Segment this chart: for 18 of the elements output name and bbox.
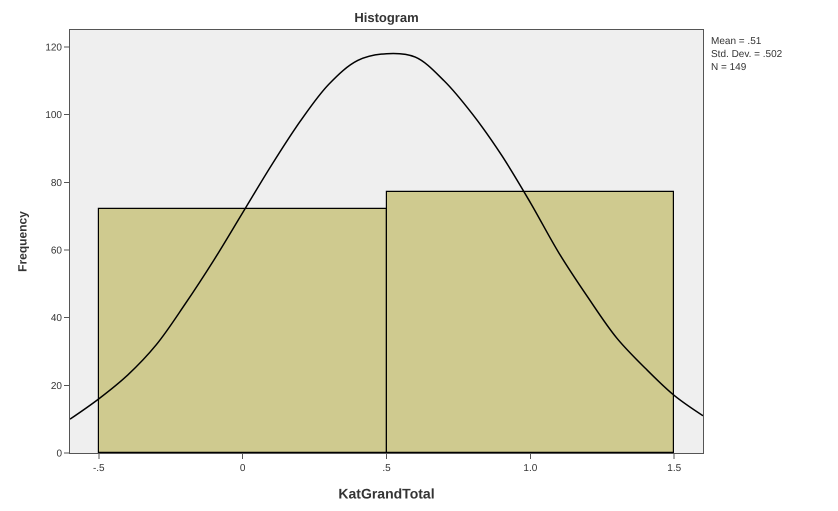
y-tick-label: 100: [45, 110, 62, 122]
chart-title: Histogram: [354, 10, 419, 25]
y-tick-label: 60: [50, 245, 62, 256]
x-tick-label: 0: [240, 463, 246, 474]
text: Mean = .51: [711, 36, 762, 47]
y-axis-title: Frequency: [16, 210, 30, 272]
x-tick-label: 1.5: [667, 463, 682, 474]
x-tick-label: -.5: [92, 463, 106, 474]
text: Std. Dev. = .502: [711, 49, 783, 60]
x-axis-title: KatGrandTotal: [338, 485, 435, 502]
y-tick-label: 120: [45, 42, 62, 54]
text: N = 149: [711, 62, 747, 73]
y-tick-label: 0: [56, 448, 62, 460]
x-tick-label: .5: [382, 463, 392, 474]
x-tick-label: 1.0: [523, 463, 538, 474]
y-tick-label: 40: [50, 313, 62, 324]
y-tick-label: 80: [50, 178, 62, 189]
y-tick-label: 20: [50, 380, 62, 392]
